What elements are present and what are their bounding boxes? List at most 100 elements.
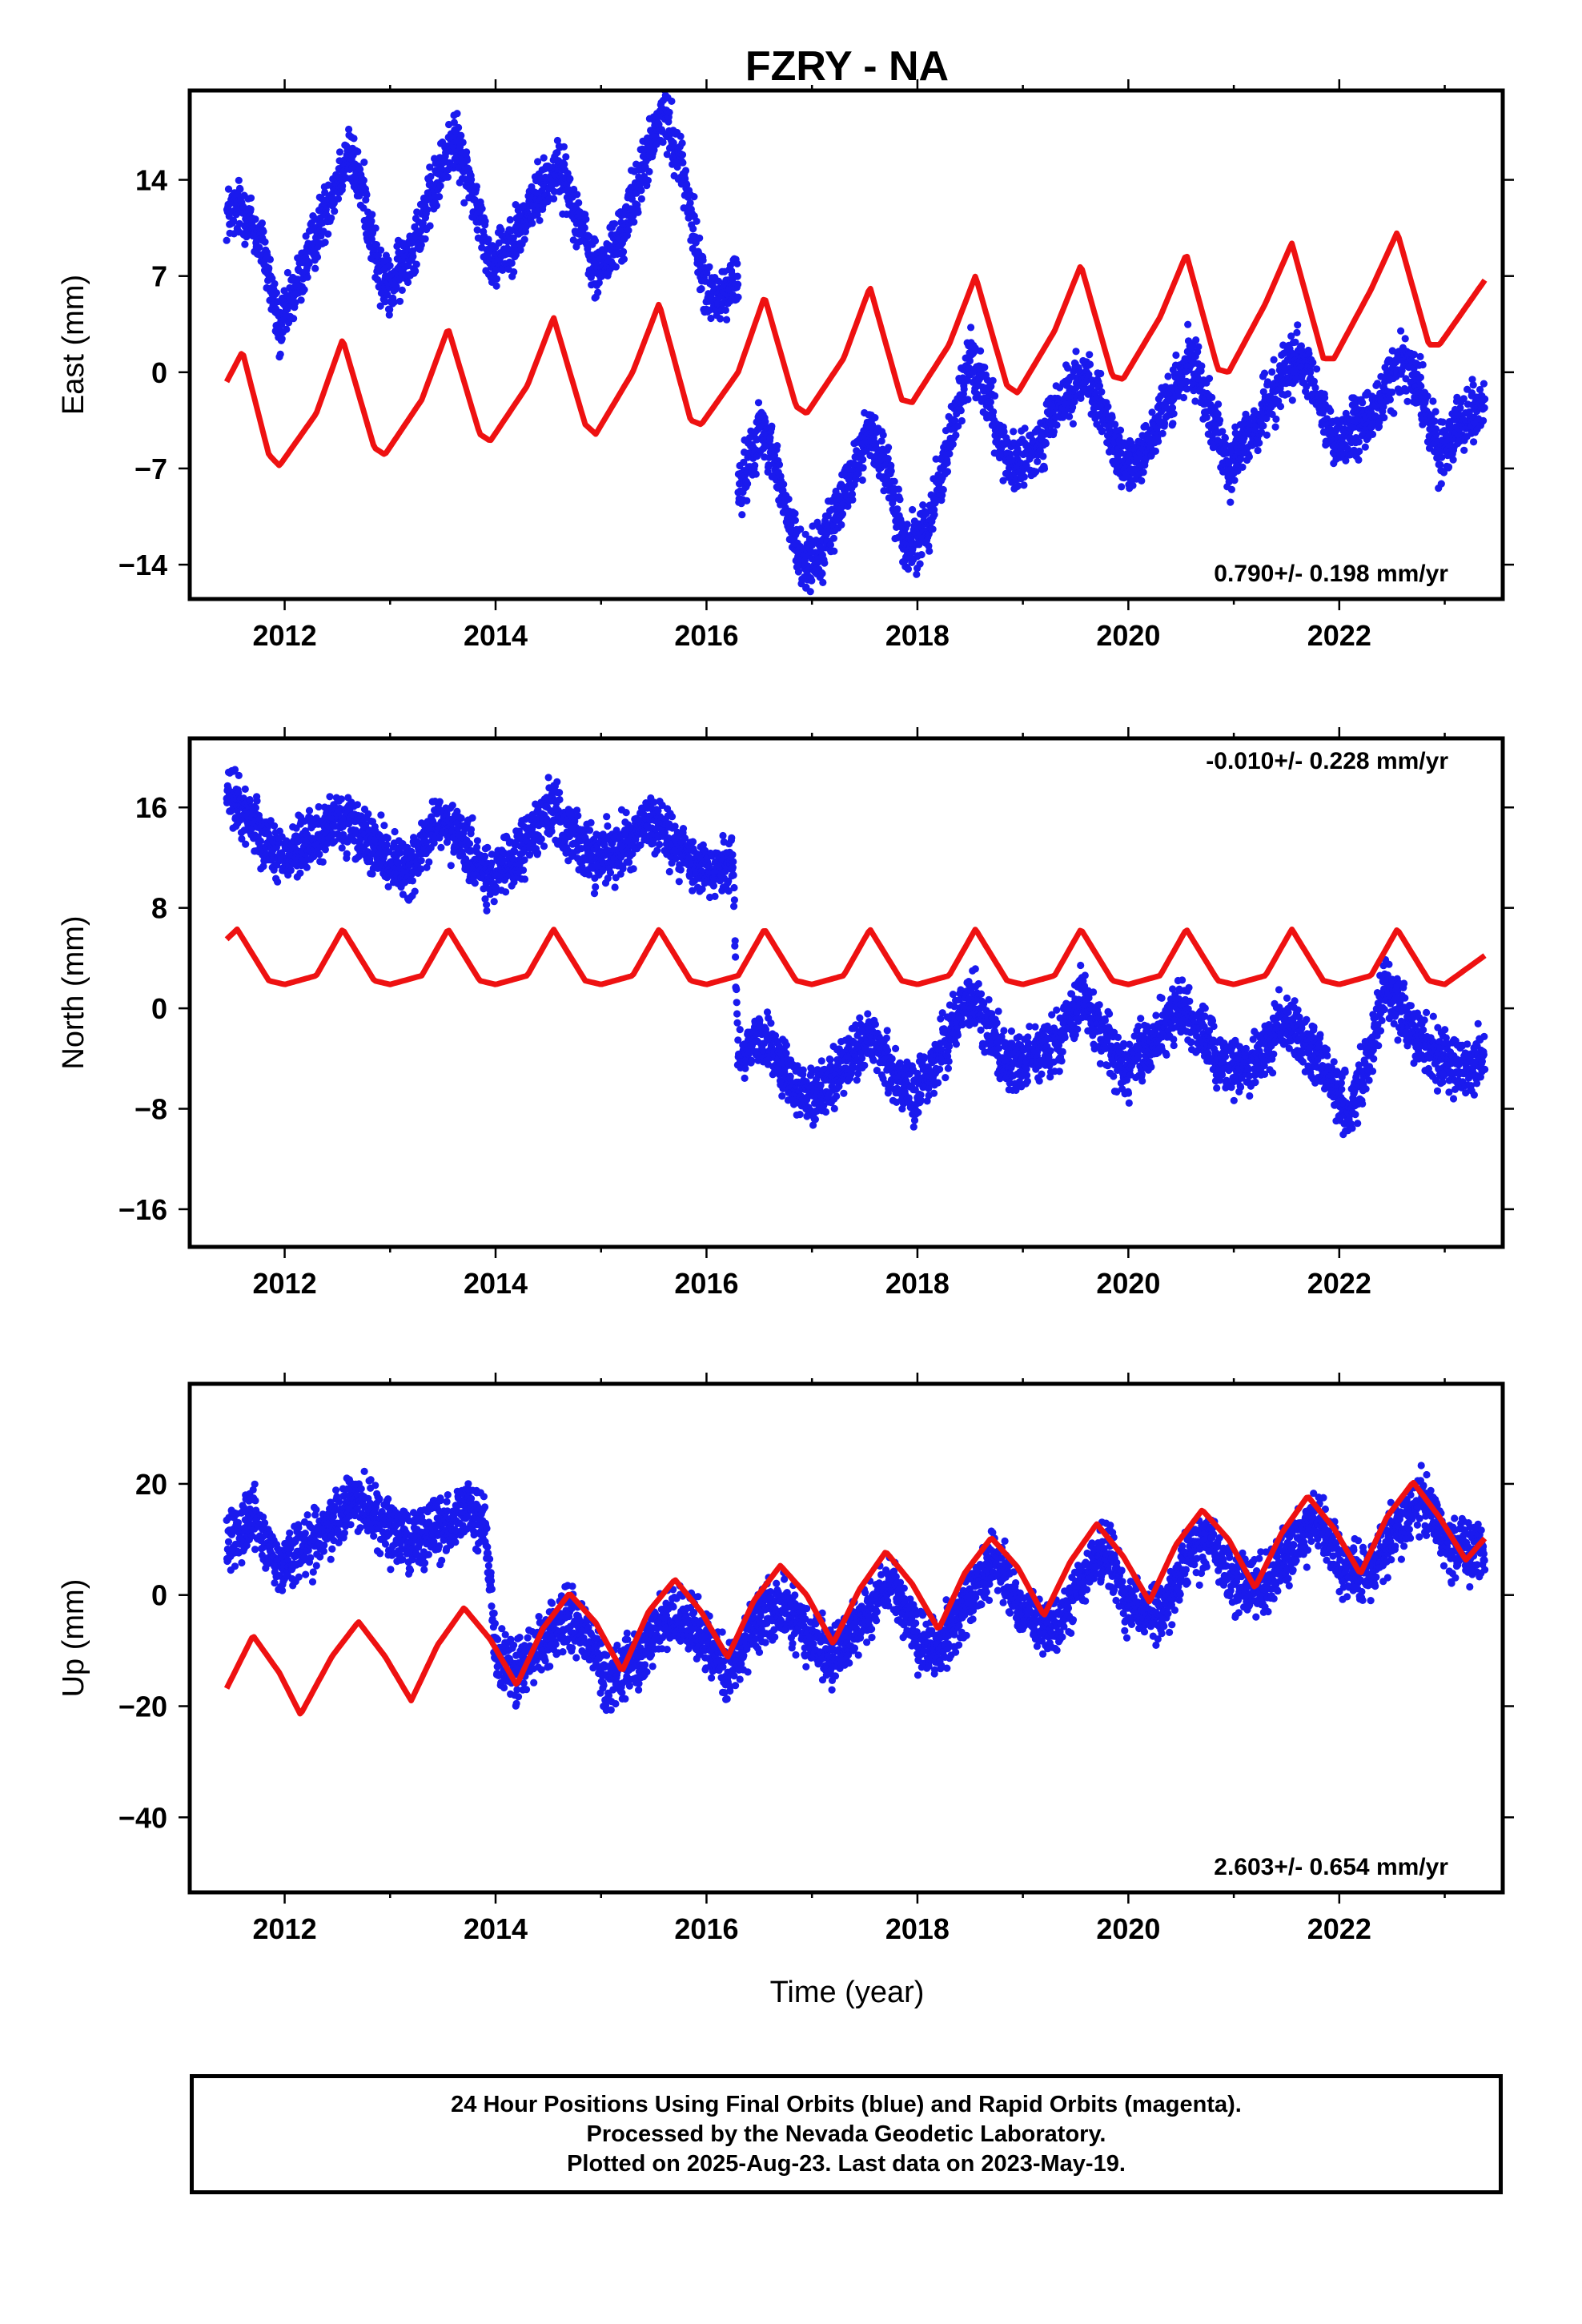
x-tick-label-east-2012: 2012 (253, 619, 317, 652)
data-point (837, 521, 845, 529)
data-point (903, 521, 911, 529)
data-point (637, 187, 645, 195)
data-point (620, 247, 628, 255)
data-point (376, 302, 384, 310)
data-point (360, 159, 368, 167)
data-point (417, 241, 425, 249)
data-point (324, 230, 332, 238)
data-point (1227, 485, 1235, 493)
data-point (265, 264, 273, 272)
data-point (290, 315, 298, 323)
data-point (1020, 481, 1028, 489)
data-point (1042, 440, 1050, 448)
data-point (791, 509, 799, 517)
data-point (743, 497, 751, 505)
data-point (715, 277, 723, 285)
data-point (271, 279, 279, 287)
data-point (819, 578, 827, 587)
data-point (926, 547, 934, 555)
data-point (276, 350, 284, 358)
data-point (890, 477, 898, 485)
data-point (478, 205, 486, 213)
data-point (356, 165, 364, 173)
data-point (1310, 377, 1318, 385)
series-final-orbits-east (223, 90, 1489, 596)
data-point (510, 268, 518, 276)
data-point (247, 205, 255, 213)
data-point (390, 298, 398, 306)
data-point (1032, 468, 1040, 476)
data-point (1263, 431, 1271, 439)
data-point (408, 877, 416, 885)
data-point (391, 827, 399, 836)
y-tick-label-east-0: 0 (151, 356, 167, 389)
data-point (1215, 400, 1223, 408)
data-point (338, 844, 346, 852)
data-point (818, 569, 826, 577)
data-point (472, 183, 481, 191)
data-point (1423, 392, 1431, 400)
data-point (668, 97, 676, 105)
data-point (1070, 398, 1078, 406)
data-point (1139, 468, 1147, 476)
data-point (650, 146, 658, 154)
data-point (1397, 327, 1405, 335)
x-tick-label-north-2012: 2012 (253, 1267, 317, 1300)
data-point (917, 551, 926, 559)
data-point (987, 382, 995, 390)
data-point (436, 193, 444, 201)
data-point (1095, 382, 1104, 390)
data-point (528, 219, 536, 227)
data-point (1039, 452, 1047, 460)
data-point (534, 158, 542, 166)
data-point (1309, 359, 1317, 367)
chart-title: FZRY - NA (745, 43, 949, 90)
data-point (1288, 396, 1296, 404)
data-point (236, 185, 244, 193)
data-point (1034, 457, 1042, 466)
data-point (1276, 402, 1285, 411)
data-point (300, 286, 308, 294)
data-point (426, 222, 434, 230)
data-point (733, 272, 741, 280)
data-point (849, 496, 857, 504)
data-point (989, 376, 997, 384)
data-point (1111, 420, 1119, 428)
data-point (520, 875, 529, 883)
data-point (331, 207, 339, 215)
data-point (1172, 351, 1180, 360)
data-point (444, 173, 452, 181)
data-point (1390, 409, 1398, 417)
data-point (1431, 408, 1439, 416)
data-point (797, 525, 805, 533)
data-point (954, 422, 962, 430)
data-point (1449, 456, 1457, 464)
data-point (887, 461, 895, 469)
data-point (453, 110, 461, 118)
data-point (296, 869, 304, 877)
data-point (913, 570, 921, 578)
data-point (938, 491, 946, 500)
data-point (990, 408, 998, 416)
data-point (520, 235, 528, 243)
data-point (677, 132, 685, 140)
data-point (794, 568, 803, 576)
data-point (859, 464, 867, 472)
rate-label-east: 0.790+/- 0.198 mm/yr (1214, 561, 1448, 587)
data-point (1470, 438, 1478, 446)
data-point (1270, 356, 1278, 364)
data-point (678, 151, 687, 159)
y-tick-label-east-7: 7 (151, 260, 167, 293)
data-point (471, 879, 479, 887)
data-point (681, 167, 690, 175)
data-point (1419, 360, 1427, 369)
data-point (566, 175, 574, 183)
data-point (780, 480, 788, 489)
data-point (717, 315, 725, 323)
data-point (497, 226, 505, 234)
data-point (1321, 394, 1329, 402)
data-point (455, 123, 463, 131)
data-point (678, 139, 686, 147)
data-point (1020, 473, 1028, 481)
